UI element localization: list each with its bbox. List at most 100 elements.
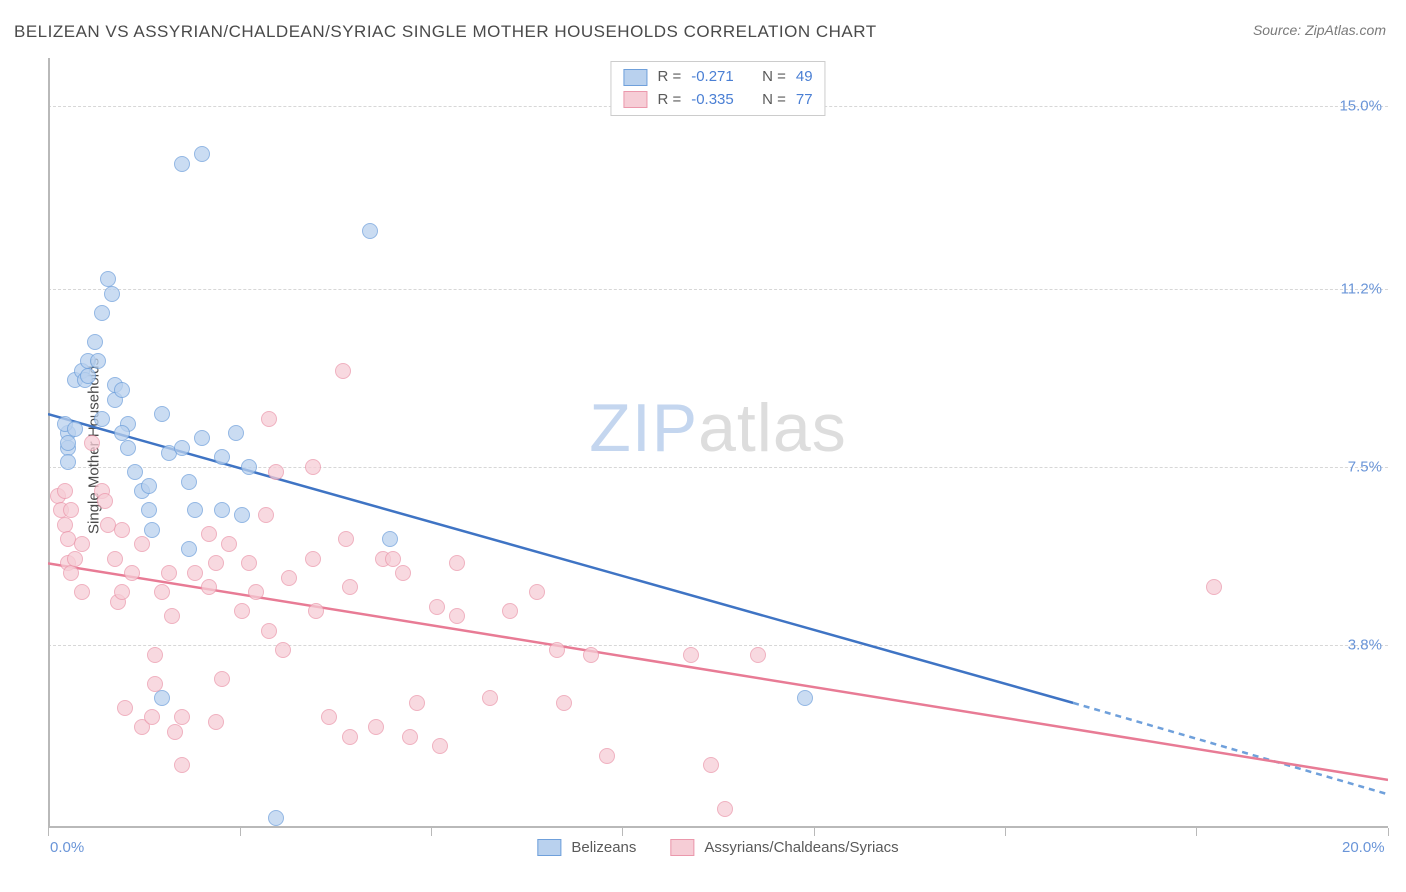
source-label: Source: ZipAtlas.com [1253,22,1386,38]
data-point [194,430,210,446]
data-point [114,584,130,600]
data-point [261,411,277,427]
data-point [717,801,733,817]
x-tick [814,828,815,836]
data-point [174,757,190,773]
swatch-bottom-2 [670,839,694,856]
data-point [482,690,498,706]
data-point [308,603,324,619]
data-point [368,719,384,735]
data-point [402,729,418,745]
x-tick [1388,828,1389,836]
data-point [154,584,170,600]
data-point [141,478,157,494]
data-point [90,353,106,369]
data-point [281,570,297,586]
data-point [134,536,150,552]
watermark: ZIPatlas [589,389,846,467]
data-point [583,647,599,663]
series-legend: Belizeans Assyrians/Chaldeans/Syriacs [537,839,898,856]
x-tick-label: 0.0% [50,839,84,856]
data-point [268,810,284,826]
data-point [60,435,76,451]
data-point [154,406,170,422]
gridline [48,645,1388,646]
data-point [382,531,398,547]
data-point [67,551,83,567]
data-point [174,709,190,725]
data-point [114,382,130,398]
data-point [97,493,113,509]
legend-label-2: Assyrians/Chaldeans/Syriacs [704,839,898,856]
correlation-row-2: R = -0.335 N = 77 [623,89,812,112]
data-point [305,551,321,567]
data-point [221,536,237,552]
y-tick-label: 7.5% [1348,459,1382,476]
y-tick-label: 15.0% [1339,98,1382,115]
data-point [120,440,136,456]
data-point [74,584,90,600]
x-tick [240,828,241,836]
data-point [214,502,230,518]
y-tick-label: 11.2% [1341,281,1382,298]
data-point [107,551,123,567]
data-point [261,623,277,639]
data-point [100,271,116,287]
chart-title: BELIZEAN VS ASSYRIAN/CHALDEAN/SYRIAC SIN… [14,22,877,42]
data-point [187,565,203,581]
data-point [599,748,615,764]
data-point [362,223,378,239]
data-point [67,421,83,437]
data-point [275,642,291,658]
data-point [201,579,217,595]
data-point [395,565,411,581]
data-point [167,724,183,740]
data-point [104,286,120,302]
data-point [141,502,157,518]
correlation-row-1: R = -0.271 N = 49 [623,66,812,89]
data-point [57,517,73,533]
data-point [181,541,197,557]
data-point [338,531,354,547]
x-tick [431,828,432,836]
data-point [201,526,217,542]
data-point [94,305,110,321]
data-point [305,459,321,475]
data-point [556,695,572,711]
data-point [502,603,518,619]
y-axis-line [48,58,50,828]
data-point [234,603,250,619]
x-tick [622,828,623,836]
chart-container: BELIZEAN VS ASSYRIAN/CHALDEAN/SYRIAC SIN… [0,0,1406,892]
data-point [321,709,337,725]
swatch-series-1 [623,69,647,86]
data-point [74,536,90,552]
data-point [449,608,465,624]
data-point [214,671,230,687]
data-point [87,334,103,350]
data-point [449,555,465,571]
data-point [429,599,445,615]
data-point [117,700,133,716]
data-point [154,690,170,706]
data-point [124,565,140,581]
x-axis-line [48,826,1388,828]
data-point [114,522,130,538]
legend-label-1: Belizeans [571,839,636,856]
data-point [1206,579,1222,595]
data-point [63,565,79,581]
data-point [703,757,719,773]
x-tick [1005,828,1006,836]
data-point [268,464,284,480]
data-point [164,608,180,624]
data-point [181,474,197,490]
data-point [529,584,545,600]
data-point [174,156,190,172]
correlation-legend: R = -0.271 N = 49 R = -0.335 N = 77 [610,61,825,116]
data-point [194,146,210,162]
data-point [57,483,73,499]
y-tick-label: 3.8% [1348,637,1382,654]
data-point [228,425,244,441]
data-point [144,522,160,538]
data-point [80,368,96,384]
